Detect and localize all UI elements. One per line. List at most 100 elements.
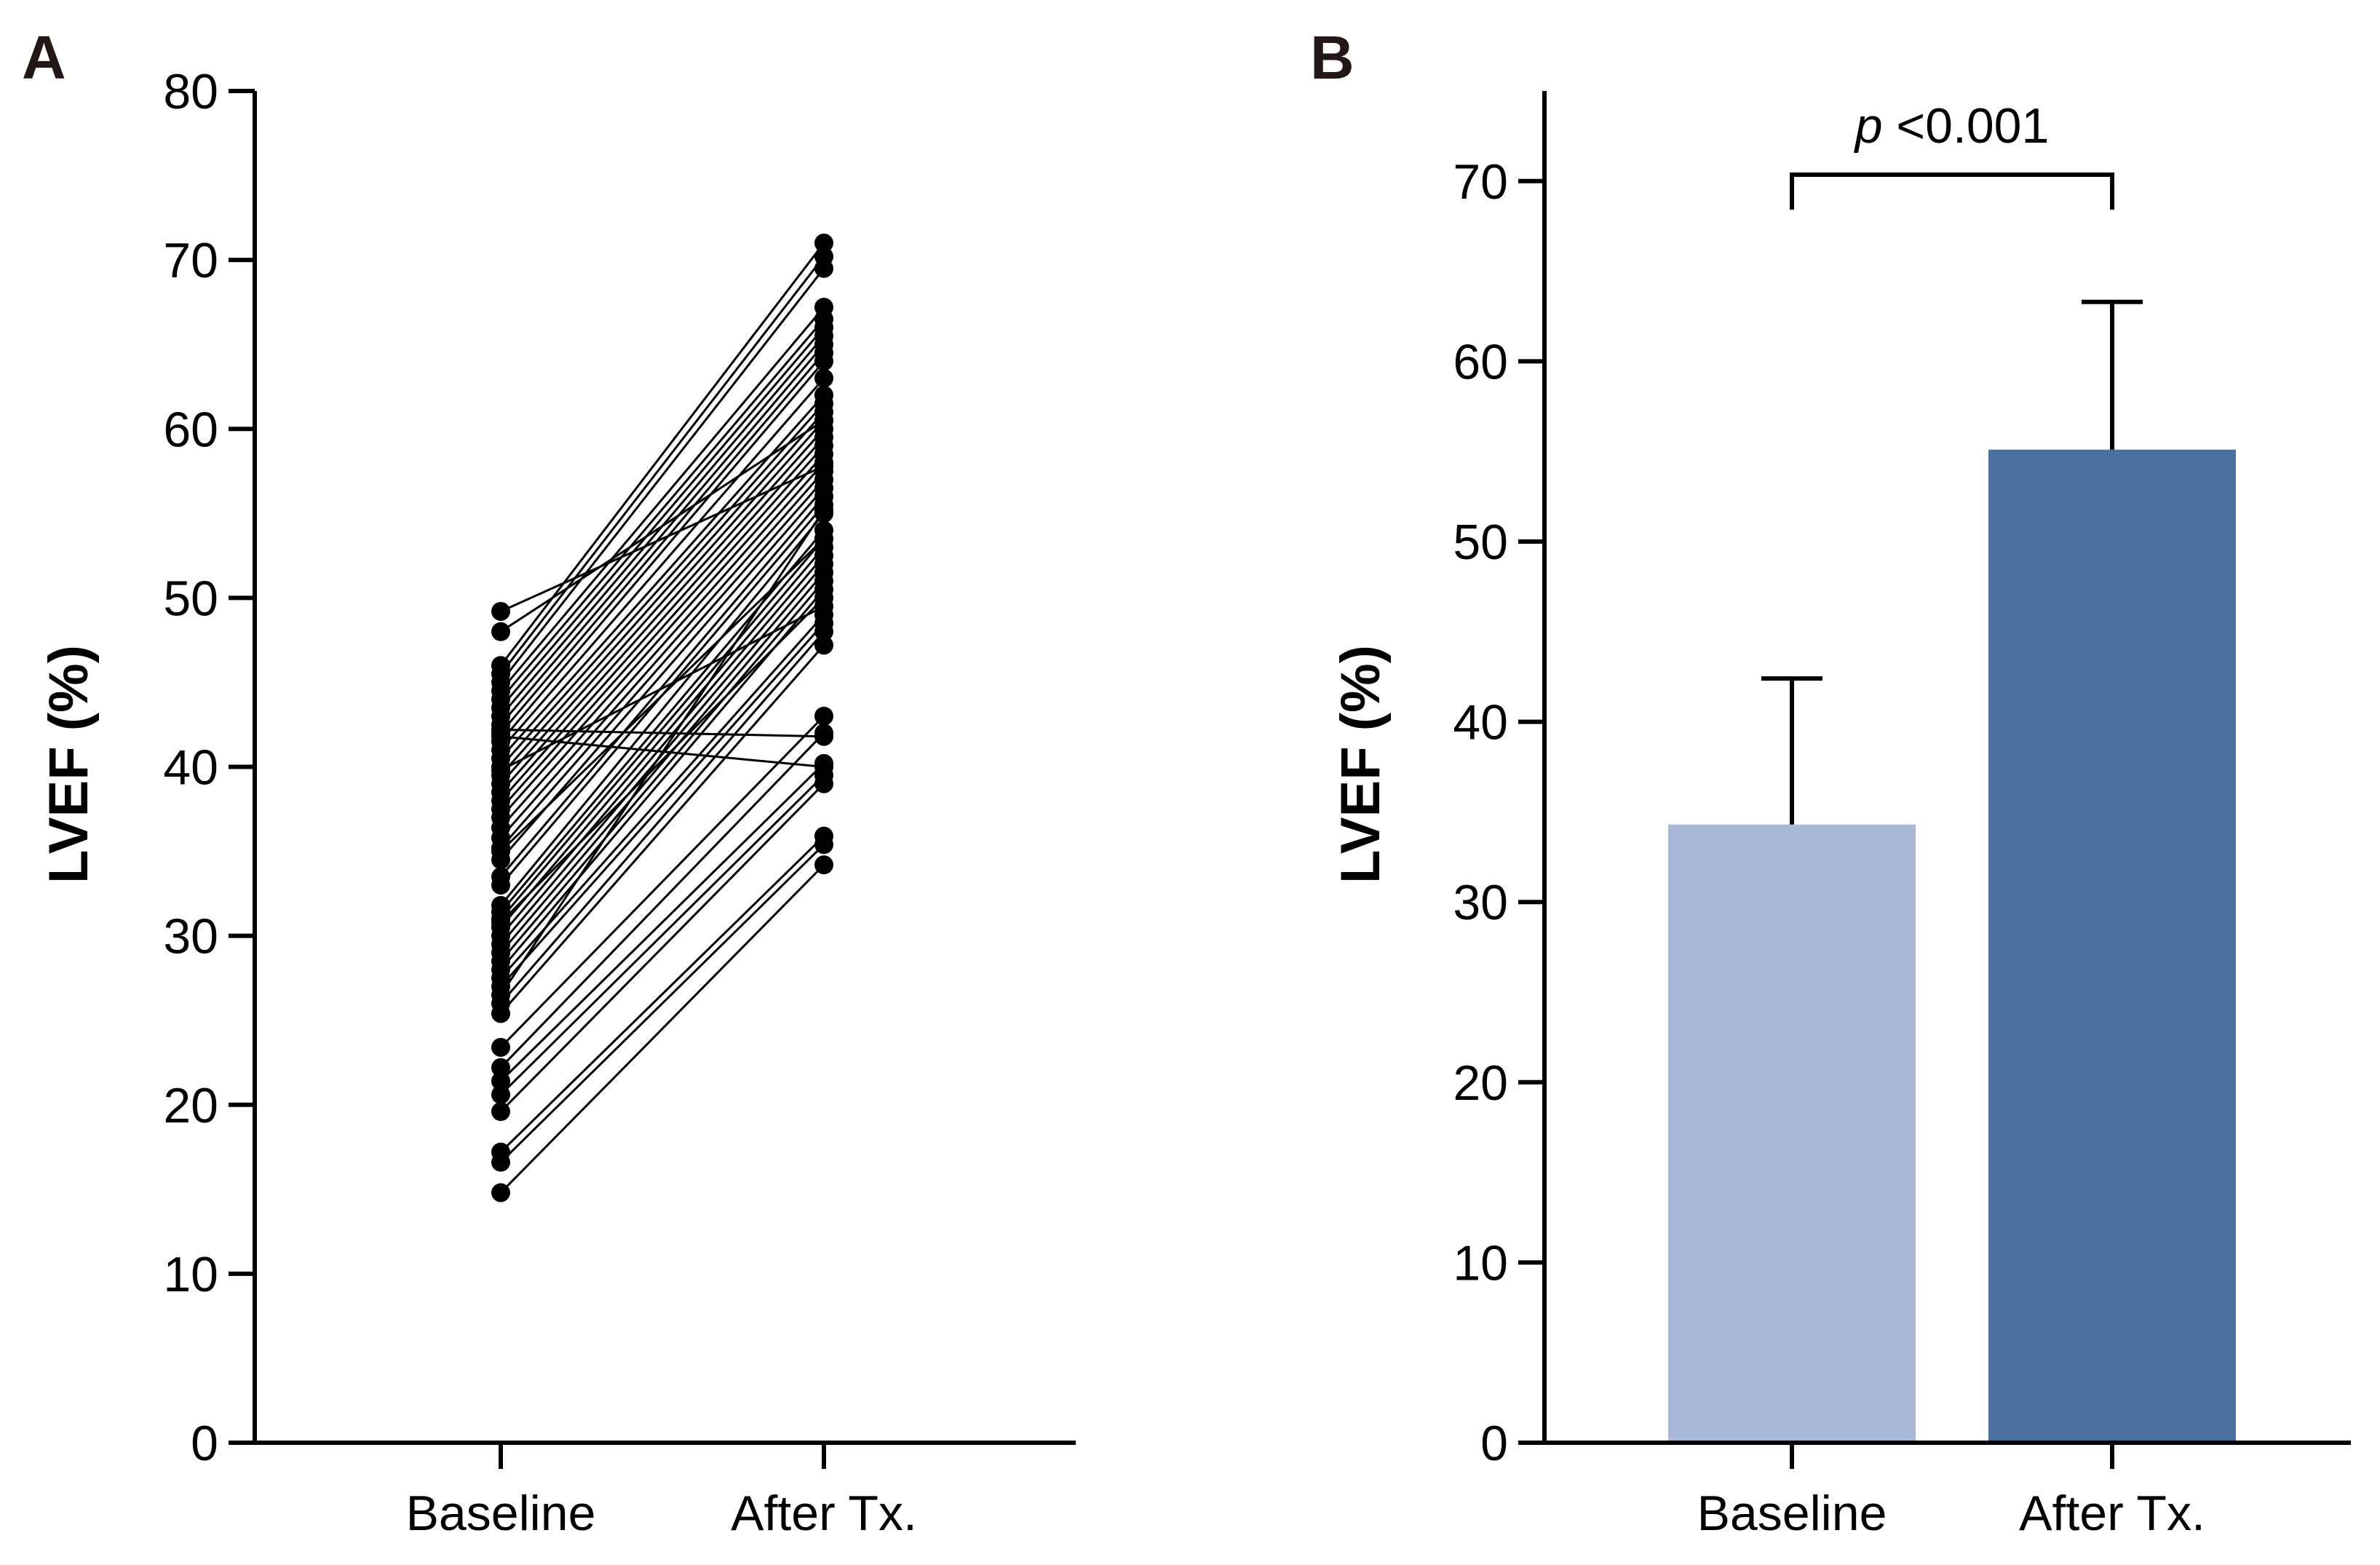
pair-line-52 (500, 735, 825, 768)
pair-line-10 (499, 622, 825, 988)
panel-a-x-tick-label-1: After Tx. (731, 1486, 917, 1541)
after-point-47 (814, 411, 833, 430)
pair-line-3 (499, 782, 825, 1113)
after-point-34 (814, 385, 833, 405)
pair-line-2 (499, 835, 825, 1153)
pair-line-17 (499, 546, 825, 928)
panel-a-letter: A (22, 23, 66, 92)
pair-line-9 (499, 630, 825, 1005)
baseline-point-53 (491, 761, 510, 780)
panel-b-y-tick-label-1: 10 (1453, 1235, 1508, 1291)
pair-line-27 (499, 453, 825, 819)
after-point-46 (814, 233, 833, 253)
pair-line-8 (499, 644, 825, 1015)
after-point-38 (814, 726, 833, 746)
pair-line-48 (500, 464, 825, 613)
after-point-35 (814, 368, 833, 388)
panel-b-bars (1668, 449, 2236, 1443)
p-value-symbol: p (1854, 98, 1883, 154)
pair-line-29 (499, 436, 825, 801)
pair-line-19 (499, 529, 825, 914)
pair-line-7 (499, 715, 825, 1048)
baseline-point-7 (491, 1037, 510, 1057)
panel-a-y-tick-label-1: 10 (163, 1247, 218, 1302)
panel-a-y-tick-label-3: 30 (163, 909, 218, 964)
panel-b-y-axis-title: LVEF (%) (1330, 645, 1392, 884)
pair-line-53 (500, 605, 825, 772)
pair-line-24 (499, 478, 825, 849)
p-value-label: p <0.001 (1854, 98, 2050, 154)
panel-b-y-tick-label-0: 0 (1480, 1416, 1508, 1471)
pair-line-31 (499, 419, 825, 785)
pair-line-39 (499, 344, 825, 726)
bar-0 (1668, 824, 1916, 1443)
after-point-45 (814, 247, 833, 266)
panel-b-y-tick-label-4: 40 (1453, 695, 1508, 750)
after-point-51 (814, 529, 833, 549)
pair-line-22 (499, 496, 825, 878)
pair-line-35 (499, 377, 825, 751)
pair-line-42 (499, 318, 825, 700)
baseline-point-4 (491, 1085, 510, 1104)
pair-line-20 (499, 512, 825, 906)
baseline-point-51 (491, 841, 510, 861)
after-point-48 (814, 456, 833, 476)
pair-line-14 (499, 571, 825, 954)
pair-line-41 (499, 327, 825, 709)
baseline-point-6 (491, 1058, 510, 1077)
after-point-2 (814, 826, 833, 846)
baseline-point-49 (491, 985, 510, 1005)
baseline-point-5 (491, 1071, 510, 1091)
pair-line-36 (499, 360, 825, 742)
after-point-53 (814, 596, 833, 616)
pair-line-44 (499, 267, 825, 684)
baseline-point-52 (491, 726, 510, 746)
bar-1 (1988, 449, 2236, 1443)
after-point-0 (814, 855, 833, 875)
panel-b-error-bars (1761, 299, 2143, 825)
baseline-point-46 (491, 656, 510, 675)
panel-a-y-tick-label-8: 80 (163, 64, 218, 119)
panel-a-y-tick-label-0: 0 (191, 1416, 218, 1471)
pair-line-43 (499, 306, 825, 692)
panel-a-points (491, 233, 833, 1203)
panel-b-x-tick-label-0: Baseline (1697, 1486, 1887, 1541)
panel-a-y-tick-label-4: 40 (163, 740, 218, 796)
panel-b-y-tick-label-7: 70 (1453, 154, 1508, 210)
pair-line-45 (499, 255, 825, 675)
after-point-49 (814, 500, 833, 520)
pair-line-0 (499, 864, 825, 1194)
pair-line-6 (499, 732, 825, 1069)
baseline-point-50 (491, 913, 510, 932)
p-value-text: <0.001 (1883, 98, 2050, 154)
baseline-point-2 (491, 1142, 510, 1162)
pair-line-5 (499, 762, 825, 1082)
pair-line-32 (499, 411, 825, 777)
panel-b-y-tick-label-2: 20 (1453, 1055, 1508, 1111)
significance-bracket-line (1790, 173, 2114, 210)
pair-line-13 (499, 580, 825, 962)
panel-a-y-tick-label-2: 20 (163, 1078, 218, 1133)
pair-line-37 (499, 352, 825, 734)
pair-line-33 (499, 403, 825, 768)
panel-b-significance-bracket: p <0.001 (1790, 98, 2114, 210)
after-point-52 (814, 757, 833, 777)
baseline-point-22 (491, 867, 510, 887)
pair-line-25 (499, 470, 825, 839)
baseline-point-47 (491, 622, 510, 641)
panel-b-axes: 0 10 20 30 40 50 60 70 Baseline After Tx. (1453, 91, 2351, 1541)
after-point-8 (814, 635, 833, 655)
panel-b-letter: B (1310, 23, 1354, 92)
panel-b-y-tick-label-3: 30 (1453, 875, 1508, 930)
pair-line-50 (499, 597, 825, 924)
panel-a-y-tick-label-7: 70 (163, 233, 218, 288)
pair-line-16 (499, 555, 825, 937)
after-point-43 (814, 298, 833, 317)
pair-line-1 (499, 844, 825, 1163)
pair-line-38 (500, 728, 825, 738)
panel-a-y-tick-label-5: 50 (163, 571, 218, 626)
after-point-7 (814, 706, 833, 726)
panel-a: A 0 10 20 30 40 50 60 70 80 Baseline After Tx. LVE… (22, 23, 1076, 1541)
pair-line-46 (499, 242, 825, 667)
